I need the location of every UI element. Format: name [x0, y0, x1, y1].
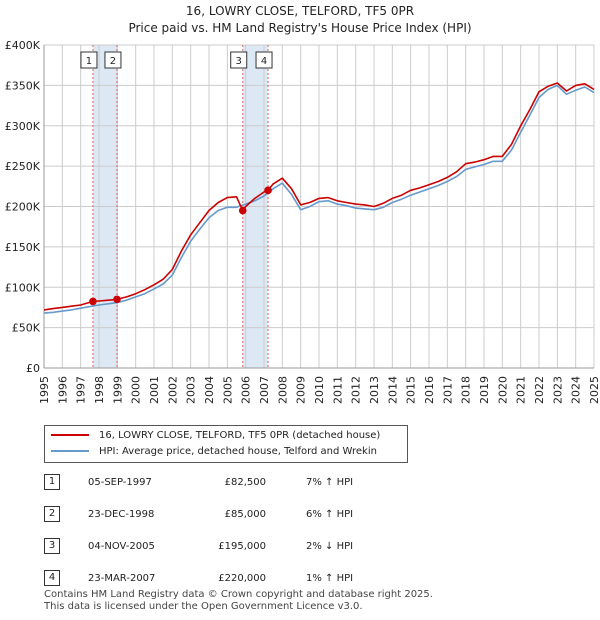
x-tick-label: 2004 — [203, 376, 216, 404]
sale-number-box — [80, 51, 98, 69]
sale-price: £82,500 — [224, 477, 266, 488]
x-tick-label: 2009 — [295, 376, 308, 404]
x-tick-label: 2014 — [386, 376, 399, 404]
sale-number-label: 4 — [261, 56, 267, 67]
sale-row: 3 04-NOV-2005 £195,000 2% ↓ HPI — [44, 538, 444, 558]
y-tick-label: £300K — [5, 120, 41, 133]
legend: 16, LOWRY CLOSE, TELFORD, TF5 0PR (detac… — [44, 425, 408, 463]
x-tick-label: 2007 — [258, 376, 271, 404]
x-tick-label: 1998 — [93, 376, 106, 404]
sale-hpi-diff: 1% ↑ HPI — [306, 573, 354, 584]
x-tick-label: 2018 — [460, 376, 473, 404]
sale-number-box — [255, 51, 273, 69]
legend-label-property: 16, LOWRY CLOSE, TELFORD, TF5 0PR (detac… — [99, 430, 381, 441]
sale-row: 4 23-MAR-2007 £220,000 1% ↑ HPI — [44, 570, 444, 590]
legend-swatch-property — [51, 434, 89, 436]
x-tick-label: 2001 — [148, 376, 161, 404]
x-tick-label: 2017 — [441, 376, 454, 404]
sale-number-badge: 2 — [44, 506, 60, 522]
sale-price: £195,000 — [218, 541, 266, 552]
sale-number-badge: 1 — [44, 474, 60, 490]
chart-title: 16, LOWRY CLOSE, TELFORD, TF5 0PR — [185, 4, 415, 18]
sale-date: 05-SEP-1997 — [88, 477, 152, 488]
sale-number-label: 2 — [110, 56, 116, 67]
legend-label-hpi: HPI: Average price, detached house, Telf… — [99, 446, 377, 457]
hpi-line — [43, 84, 595, 314]
sale-date: 23-DEC-1998 — [88, 509, 155, 520]
price-chart: £0 £50K £100K £150K £200K £250K £300K £350K £400… — [5, 39, 600, 404]
sale-hpi-diff: 2% ↓ HPI — [306, 541, 354, 552]
y-tick-label: £50K — [12, 322, 41, 335]
legend-item-property: 16, LOWRY CLOSE, TELFORD, TF5 0PR (detac… — [51, 428, 380, 444]
x-tick-label: 2002 — [166, 376, 179, 404]
y-tick-label: £350K — [5, 79, 41, 92]
sale-hpi-diff: 6% ↑ HPI — [306, 509, 354, 520]
sale-point — [238, 206, 247, 215]
sale-point — [264, 186, 272, 195]
chart-subtitle: Price paid vs. HM Land Registry's House … — [128, 21, 472, 35]
sale-point — [89, 297, 97, 306]
x-tick-label: 2020 — [496, 376, 509, 404]
x-tick-label: 1997 — [75, 376, 88, 404]
x-tick-label: 2012 — [350, 376, 363, 404]
x-tick-label: 2000 — [130, 376, 143, 404]
sale-number-box — [104, 51, 122, 69]
x-tick-label: 2011 — [331, 376, 344, 404]
sale-number-label: 1 — [86, 56, 92, 67]
y-tick-label: £400K — [5, 39, 41, 52]
property-price-line — [43, 82, 595, 311]
x-tick-label: 1995 — [38, 376, 51, 404]
x-tick-label: 1999 — [111, 376, 124, 404]
sale-point — [113, 295, 121, 304]
x-tick-label: 2005 — [221, 376, 234, 404]
x-tick-label: 2013 — [368, 376, 381, 404]
x-tick-label: 2022 — [533, 376, 546, 404]
y-tick-label: £250K — [5, 160, 41, 173]
sale-row: 2 23-DEC-1998 £85,000 6% ↑ HPI — [44, 506, 444, 526]
x-tick-label: 2021 — [515, 376, 528, 404]
sale-number-badge: 3 — [44, 538, 60, 554]
sale-price: £85,000 — [224, 509, 266, 520]
sale-hpi-diff: 7% ↑ HPI — [306, 477, 354, 488]
x-tick-label: 2015 — [405, 376, 418, 404]
legend-swatch-hpi — [51, 450, 89, 452]
x-tick-label: 2023 — [551, 376, 564, 404]
footer-copyright: Contains HM Land Registry data © Crown c… — [44, 589, 433, 600]
x-tick-label: 2008 — [276, 376, 289, 404]
sale-row: 1 05-SEP-1997 £82,500 7% ↑ HPI — [44, 474, 444, 494]
y-tick-label: £150K — [5, 241, 41, 254]
x-tick-label: 2025 — [588, 376, 600, 404]
legend-item-hpi: HPI: Average price, detached house, Telf… — [51, 444, 377, 460]
sale-date: 04-NOV-2005 — [88, 541, 155, 552]
sale-number-badge: 4 — [44, 570, 60, 586]
x-tick-label: 2006 — [240, 376, 253, 404]
footer-licence: This data is licensed under the Open Gov… — [44, 601, 363, 612]
y-tick-label: £0 — [26, 362, 40, 375]
x-tick-label: 2019 — [478, 376, 491, 404]
sale-number-box — [230, 51, 248, 69]
y-tick-label: £100K — [5, 281, 41, 294]
sale-date: 23-MAR-2007 — [88, 573, 156, 584]
y-tick-label: £200K — [5, 201, 41, 214]
sale-number-label: 3 — [236, 56, 242, 67]
sale-price: £220,000 — [218, 573, 266, 584]
x-tick-label: 2016 — [423, 376, 436, 404]
x-tick-label: 2010 — [313, 376, 326, 404]
x-tick-label: 1996 — [56, 376, 69, 404]
x-tick-label: 2003 — [185, 376, 198, 404]
x-tick-label: 2024 — [570, 376, 583, 404]
